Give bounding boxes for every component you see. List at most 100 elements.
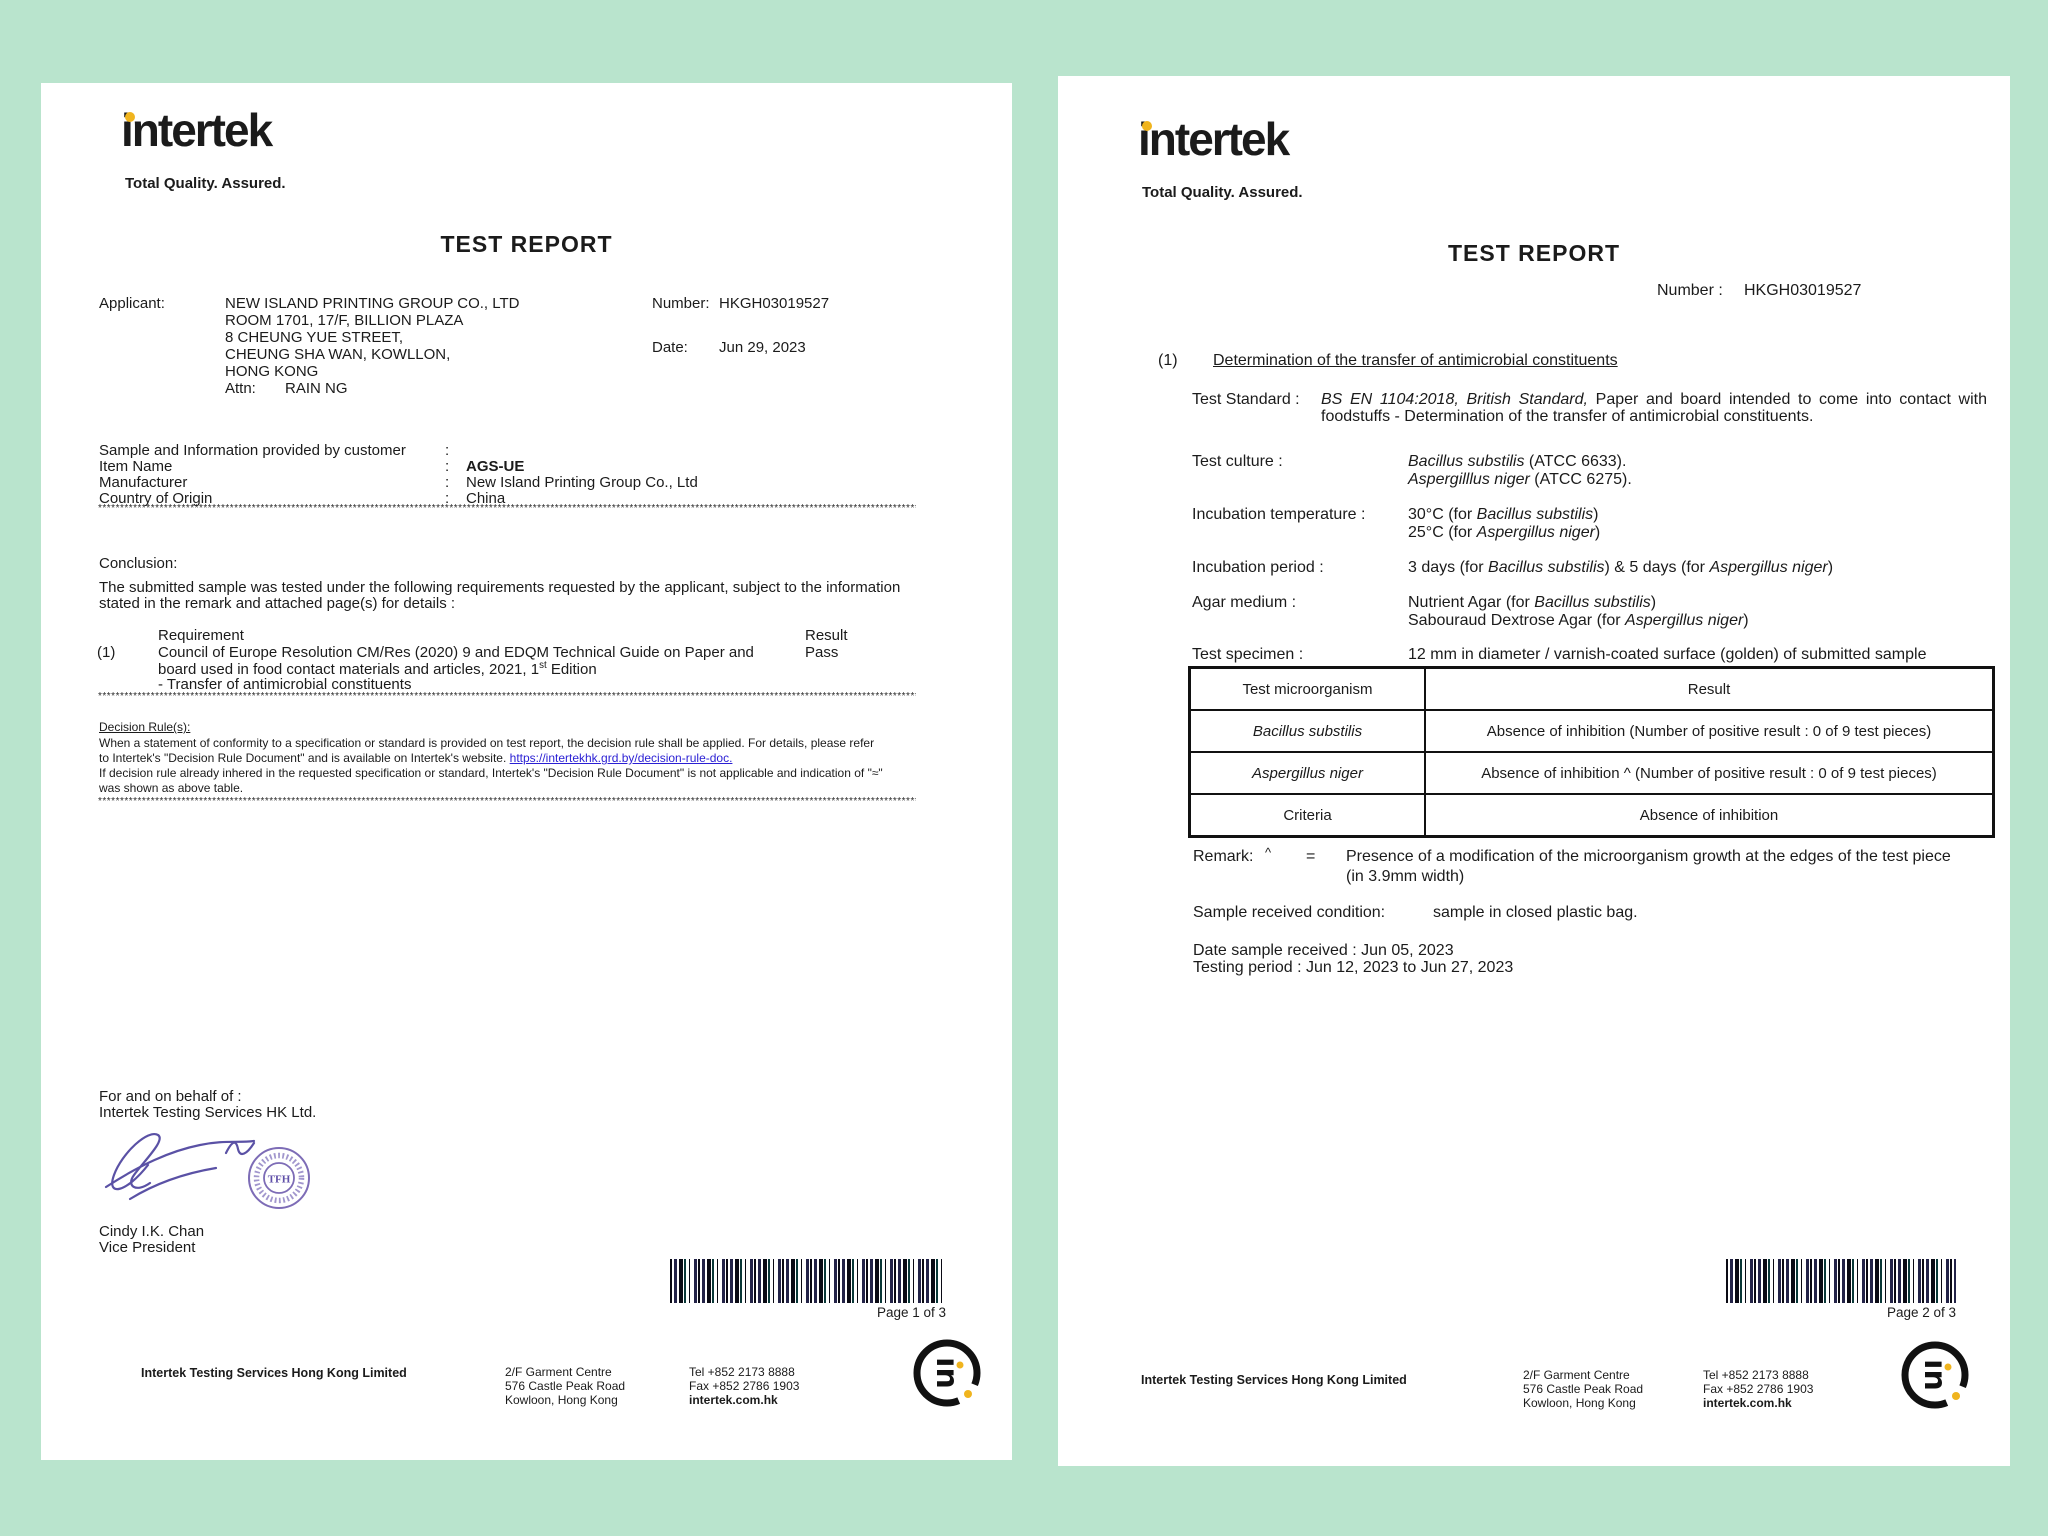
decision-rules-text: to Intertek's "Decision Rule Document" a…: [99, 752, 732, 764]
test-standard-label: Test Standard :: [1192, 391, 1300, 408]
table-cell-organism: Aspergillus niger: [1188, 751, 1426, 795]
applicant-line: 8 CHEUNG YUE STREET,: [225, 329, 404, 346]
colon: :: [445, 490, 450, 507]
page-number: Page 2 of 3: [1886, 1305, 1956, 1320]
intertek-wordmark: intertek: [1138, 113, 1290, 165]
test-specimen-label: Test specimen :: [1192, 646, 1304, 663]
report-page-2: intertek Total Quality. Assured. TEST RE…: [1058, 76, 2010, 1466]
remark-label: Remark:: [1193, 848, 1254, 865]
date-sample-received: Date sample received : Jun 05, 2023: [1193, 942, 1454, 959]
footer-address-line: Kowloon, Hong Kong: [1523, 1396, 1636, 1410]
intertek-circle-logo-icon: ın: [1898, 1338, 1972, 1412]
behalf-line: For and on behalf of :: [99, 1088, 242, 1105]
sample-info-header: Sample and Information provided by custo…: [99, 442, 406, 459]
conclusion-text: stated in the remark and attached page(s…: [99, 595, 456, 612]
requirement-header: Requirement: [158, 627, 244, 644]
testing-period: Testing period : Jun 12, 2023 to Jun 27,…: [1193, 959, 1514, 976]
asterisk-separator: ****************************************…: [98, 796, 916, 807]
agar-medium-value: Sabouraud Dextrose Agar (for Aspergillus…: [1408, 612, 1749, 629]
footer-address-line: 576 Castle Peak Road: [1523, 1382, 1644, 1396]
section-title: Determination of the transfer of antimic…: [1213, 352, 1618, 369]
attn-label: Attn:: [225, 380, 256, 397]
requirement-text: board used in food contact materials and…: [158, 660, 597, 678]
footer-company: Intertek Testing Services Hong Kong Limi…: [1141, 1373, 1407, 1387]
requirement-text: Council of Europe Resolution CM/Res (202…: [158, 644, 754, 661]
report-date-label: Date:: [652, 339, 688, 356]
incubation-temp-value: 30°C (for Bacillus substilis): [1408, 506, 1599, 523]
remark-text: (in 3.9mm width): [1346, 868, 1465, 885]
agar-medium-value: Nutrient Agar (for Bacillus substilis): [1408, 594, 1657, 611]
conclusion-text: The submitted sample was tested under th…: [99, 579, 901, 596]
logo-dot-icon: [1142, 121, 1152, 131]
company-stamp: TFH: [246, 1145, 312, 1211]
result-header: Result: [805, 627, 848, 644]
page-title: TEST REPORT: [440, 231, 613, 257]
signer-title: Vice President: [99, 1239, 196, 1256]
sample-row-value: New Island Printing Group Co., Ltd: [466, 474, 698, 491]
agar-medium-label: Agar medium :: [1192, 594, 1297, 611]
stamp-text: TFH: [268, 1174, 291, 1186]
intertek-logo: intertek: [1138, 113, 1290, 165]
brand-tagline: Total Quality. Assured.: [1142, 184, 1303, 201]
page-number: Page 1 of 3: [876, 1305, 946, 1320]
incubation-period-value: 3 days (for Bacillus substilis) & 5 days…: [1408, 559, 1834, 576]
footer-address-line: Kowloon, Hong Kong: [505, 1393, 618, 1407]
report-number-label: Number:: [652, 295, 710, 312]
decision-rules-heading: Decision Rule(s):: [99, 720, 191, 734]
decision-rules-text: When a statement of conformity to a spec…: [99, 736, 875, 750]
applicant-line: HONG KONG: [225, 363, 319, 380]
brand-tagline: Total Quality. Assured.: [125, 175, 286, 192]
sample-row-value: AGS-UE: [466, 458, 525, 475]
colon: :: [445, 474, 450, 491]
sample-row-label: Country of Origin: [99, 490, 213, 507]
colon: :: [445, 442, 450, 459]
table-header-microorganism: Test microorganism: [1188, 666, 1426, 711]
table-row: Criteria Absence of inhibition: [1188, 793, 1995, 838]
incubation-temp-value: 25°C (for Aspergillus niger): [1408, 524, 1601, 541]
signer-name: Cindy I.K. Chan: [99, 1223, 205, 1240]
sample-row-value: China: [466, 490, 506, 507]
report-number-value: HKGH03019527: [1744, 282, 1862, 299]
requirement-index: (1): [97, 644, 116, 661]
table-row: Bacillus substilis Absence of inhibition…: [1188, 709, 1995, 753]
behalf-company: Intertek Testing Services HK Ltd.: [99, 1104, 317, 1121]
incubation-temp-label: Incubation temperature :: [1192, 506, 1366, 523]
footer-phone: Tel +852 2173 8888: [689, 1365, 795, 1379]
footer-address-line: 2/F Garment Centre: [1523, 1368, 1630, 1382]
footer-website[interactable]: intertek.com.hk: [1703, 1396, 1792, 1410]
report-number-value: HKGH03019527: [719, 295, 830, 312]
table-header-result: Result: [1424, 666, 1995, 711]
logo-dot-icon: [125, 112, 135, 122]
footer-address-line: 576 Castle Peak Road: [505, 1379, 626, 1393]
remark-equals: =: [1306, 848, 1316, 865]
footer-address-line: 2/F Garment Centre: [505, 1365, 612, 1379]
decision-rule-link[interactable]: https://intertekhk.grd.by/decision-rule-…: [509, 751, 733, 765]
table-cell-result: Absence of inhibition (Number of positiv…: [1424, 709, 1995, 753]
decision-rules-text: to Intertek's "Decision Rule Document" a…: [99, 751, 510, 765]
applicant-line: CHEUNG SHA WAN, KOWLLON,: [225, 346, 451, 363]
report-number-label: Number :: [1657, 282, 1723, 299]
section-index: (1): [1158, 352, 1178, 369]
applicant-label: Applicant:: [99, 295, 165, 312]
table-cell-result: Absence of inhibition ^ (Number of posit…: [1424, 751, 1995, 795]
table-cell-organism: Criteria: [1188, 793, 1426, 838]
applicant-line: NEW ISLAND PRINTING GROUP CO., LTD: [225, 295, 520, 312]
footer-fax: Fax +852 2786 1903: [1703, 1382, 1814, 1396]
requirement-text: - Transfer of antimicrobial constituents: [158, 676, 412, 693]
sample-row-label: Manufacturer: [99, 474, 188, 491]
colon: :: [445, 458, 450, 475]
asterisk-separator: ****************************************…: [98, 503, 916, 514]
intertek-wordmark: intertek: [121, 104, 273, 156]
applicant-line: ROOM 1701, 17/F, BILLION PLAZA: [225, 312, 464, 329]
test-culture-value: Bacillus substilis (ATCC 6633).: [1408, 453, 1627, 470]
footer-phone: Tel +852 2173 8888: [1703, 1368, 1809, 1382]
test-culture-label: Test culture :: [1192, 453, 1283, 470]
incubation-period-label: Incubation period :: [1192, 559, 1324, 576]
report-date-value: Jun 29, 2023: [719, 339, 806, 356]
footer-fax: Fax +852 2786 1903: [689, 1379, 800, 1393]
table-cell-organism: Bacillus substilis: [1188, 709, 1426, 753]
footer-website[interactable]: intertek.com.hk: [689, 1393, 778, 1407]
table-cell-result: Absence of inhibition: [1424, 793, 1995, 838]
attn-value: RAIN NG: [285, 380, 348, 397]
